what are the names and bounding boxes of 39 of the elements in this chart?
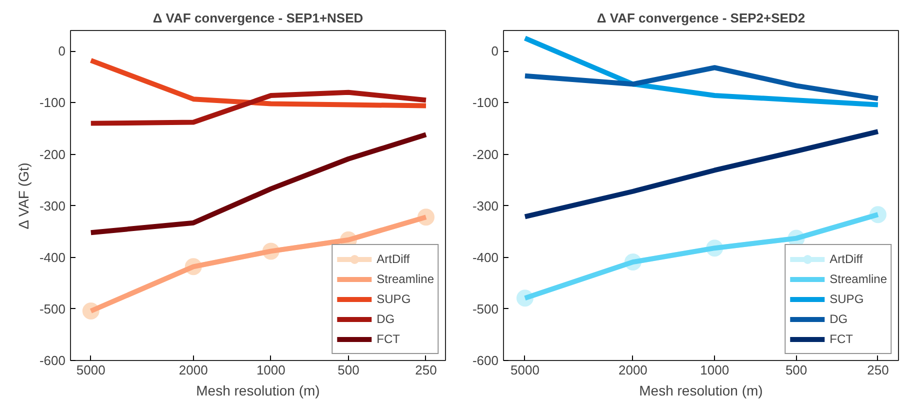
y-tick-label: -300	[472, 198, 499, 214]
y-tick-label: 0	[58, 44, 66, 59]
y-tick-label: -500	[472, 301, 499, 316]
legend-label: SUPG	[376, 292, 411, 306]
x-tick-label: 1000	[700, 362, 730, 378]
x-axis-title: Mesh resolution (m)	[196, 382, 320, 398]
x-tick-label: 2000	[178, 362, 208, 378]
y-tick-label: -400	[472, 250, 499, 265]
legend-label: FCT	[830, 332, 853, 346]
legend-label: SUPG	[830, 292, 864, 306]
y-tick-label: -100	[472, 95, 499, 110]
legend-label: ArtDiff	[830, 252, 863, 266]
x-axis-title: Mesh resolution (m)	[639, 382, 763, 398]
y-axis-title: Δ VAF (Gt)	[15, 162, 32, 230]
y-tick-label: -200	[472, 146, 499, 162]
y-tick-label: 0	[491, 44, 499, 59]
legend-label: Streamline	[376, 272, 434, 286]
legend-label: ArtDiff	[376, 252, 410, 266]
x-tick-label: 2000	[618, 362, 648, 378]
chart-title: Δ VAF convergence - SEP1+NSED	[152, 10, 364, 26]
legend-label: DG	[830, 312, 849, 326]
y-tick-label: -600	[472, 353, 499, 368]
y-tick-label: -200	[39, 146, 66, 162]
x-tick-label: 1000	[256, 362, 286, 378]
chart-title: Δ VAF convergence - SEP2+SED2	[596, 10, 806, 26]
legend-label: Streamline	[830, 272, 887, 286]
legend-label: FCT	[376, 332, 400, 346]
x-tick-label: 5000	[76, 362, 106, 378]
y-tick-label: -100	[39, 95, 66, 110]
y-tick-label: -500	[39, 301, 66, 316]
x-tick-label: 250	[867, 362, 889, 378]
x-tick-label: 250	[415, 362, 437, 378]
legend-label: DG	[376, 312, 396, 326]
y-tick-label: -300	[39, 198, 66, 214]
x-tick-label: 500	[338, 362, 360, 378]
y-tick-label: -600	[39, 353, 66, 368]
x-tick-label: 500	[785, 362, 808, 378]
y-tick-label: -400	[39, 250, 66, 265]
x-tick-label: 5000	[510, 362, 540, 378]
